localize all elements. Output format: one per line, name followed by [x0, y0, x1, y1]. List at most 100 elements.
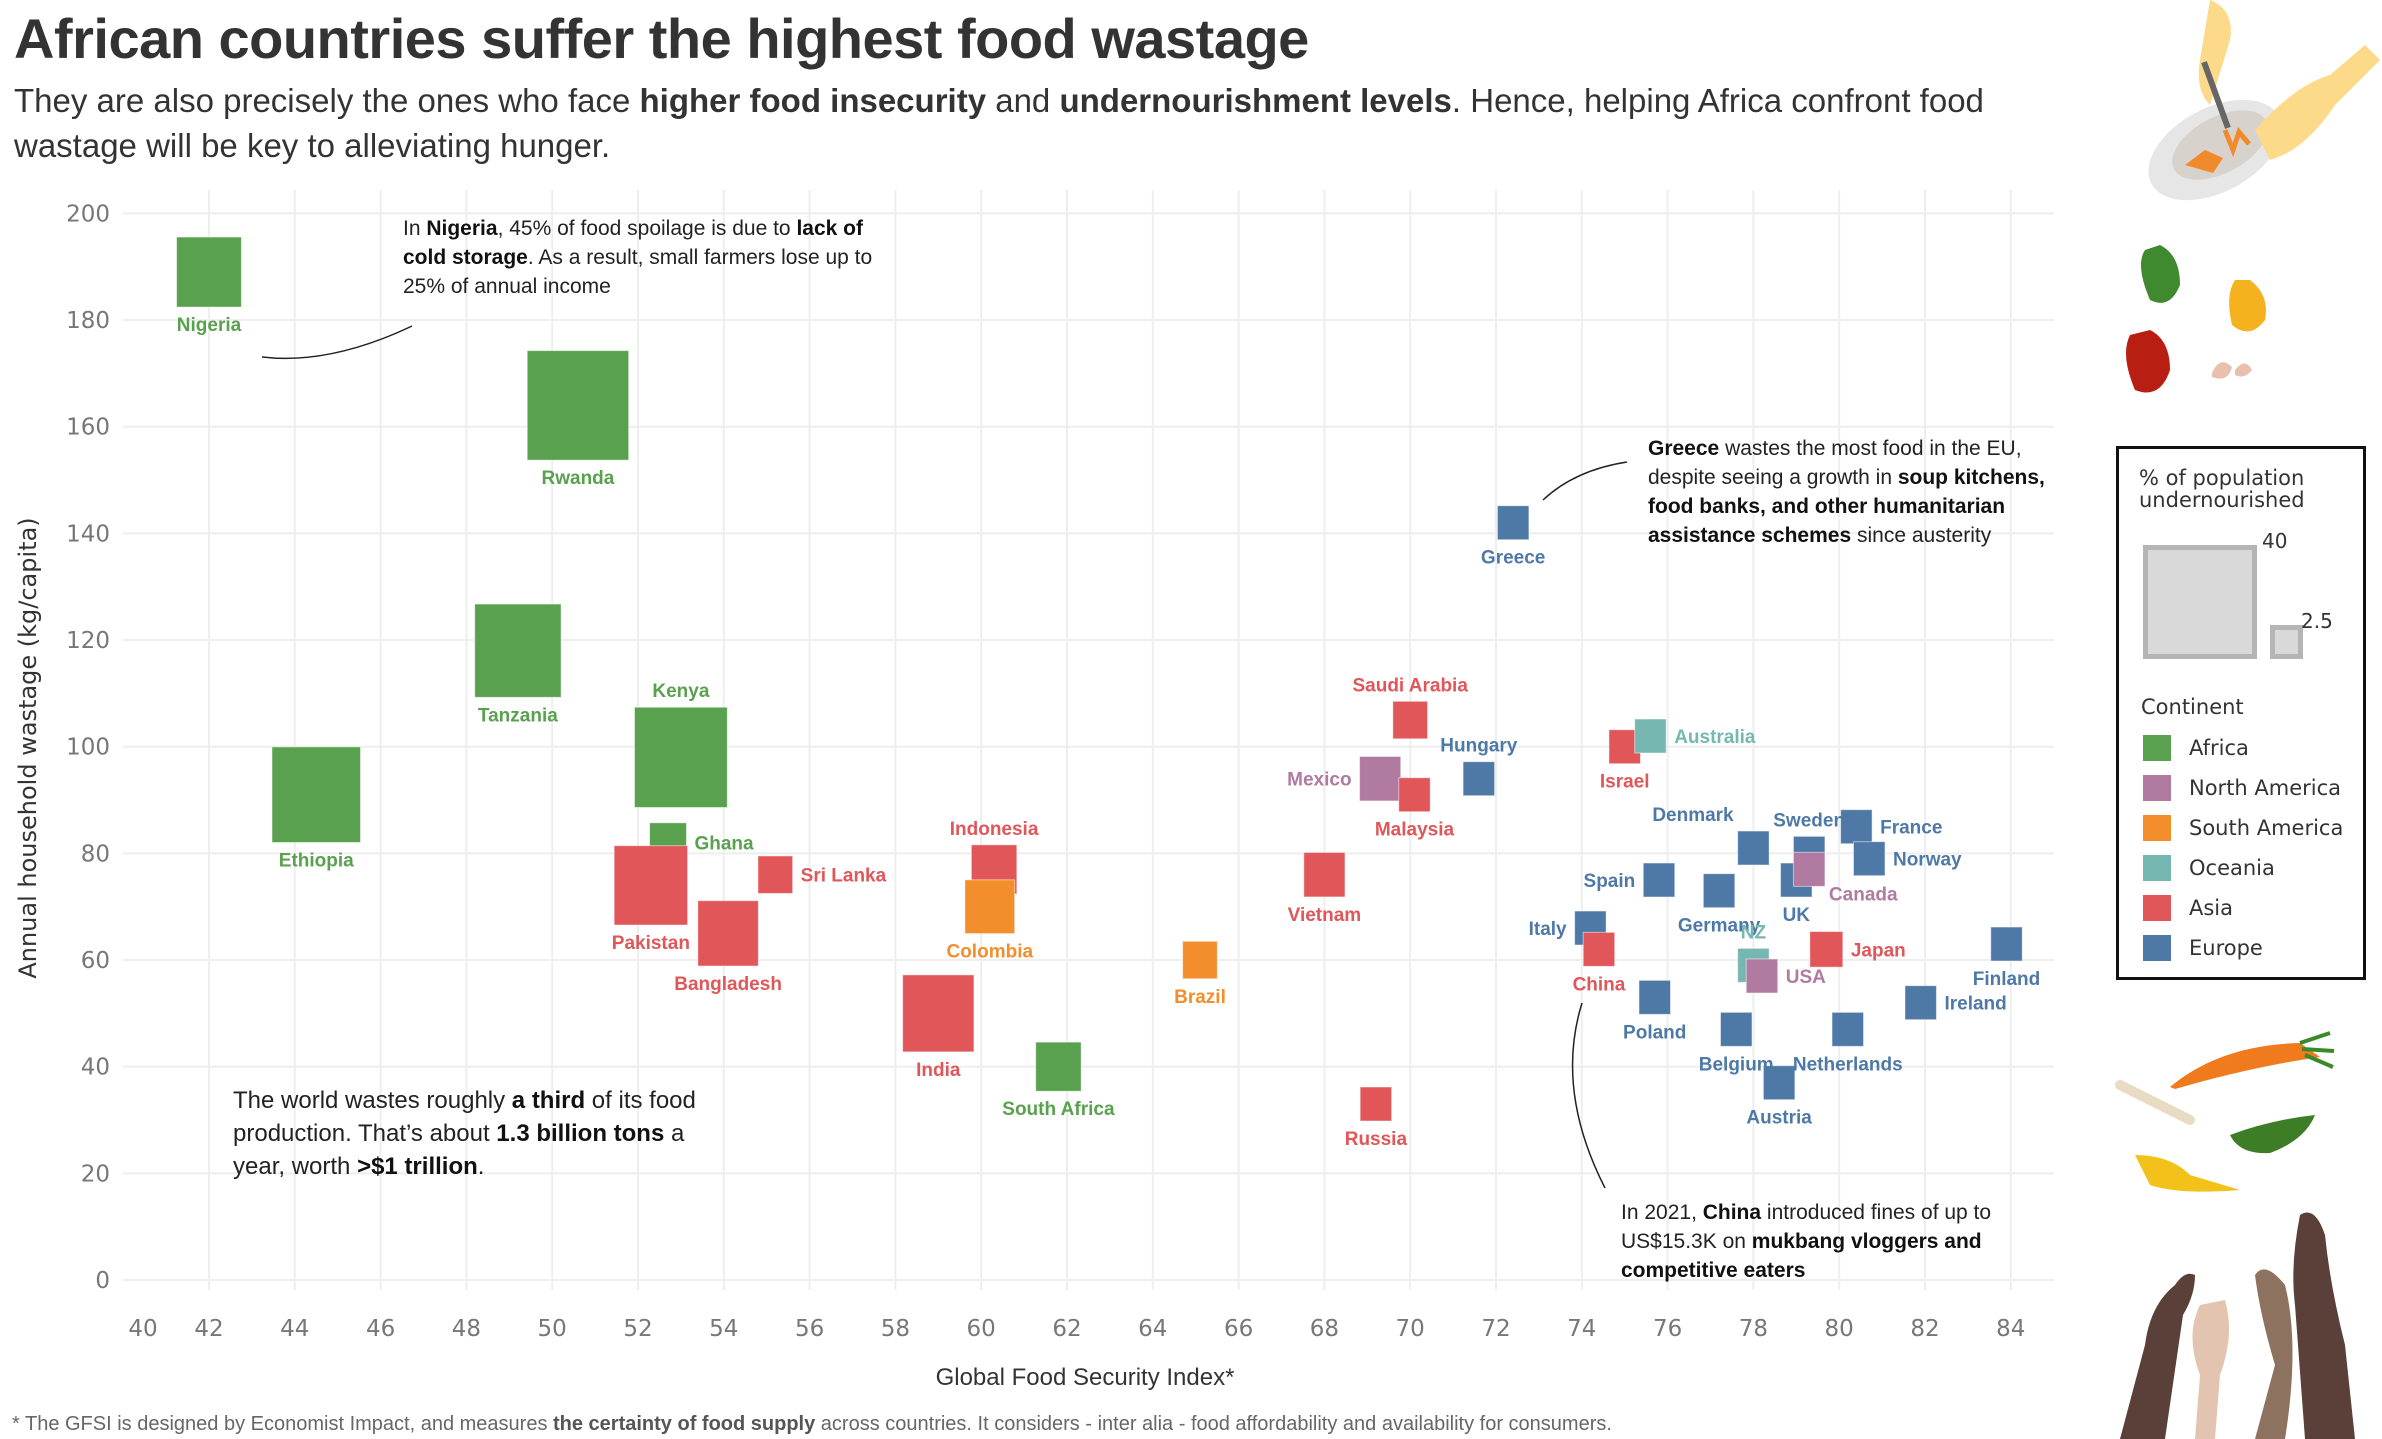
x-tick-label: 40 [128, 1316, 157, 1342]
text-run: . As a result, small farmers lose up to … [403, 246, 873, 298]
marker-malaysia [1398, 777, 1431, 813]
marker-bangladesh [697, 900, 759, 967]
x-tick-label: 58 [881, 1316, 910, 1342]
world-waste-annotation: The world wastes roughly a third of its … [233, 1084, 703, 1183]
nigeria-connector [261, 325, 413, 360]
x-tick-label: 74 [1567, 1316, 1596, 1342]
marker-nigeria [176, 236, 242, 308]
marker-spain [1642, 862, 1676, 898]
data-label: South Africa [1002, 1099, 1115, 1120]
data-label: Brazil [1174, 987, 1226, 1008]
rotten-peppers-illustration [2126, 245, 2266, 393]
marker-colombia [964, 879, 1016, 935]
data-label: Vietnam [1288, 905, 1362, 926]
marker-south-africa [1035, 1041, 1082, 1092]
legend-label: Africa [2189, 736, 2249, 760]
marker-usa [1745, 958, 1779, 994]
x-tick-label: 84 [1996, 1316, 2025, 1342]
text-run: Greece [1648, 437, 1720, 460]
text-run: Nigeria [426, 217, 498, 240]
gridlines [123, 190, 2054, 1290]
footnote: * The GFSI is designed by Economist Impa… [12, 1413, 1612, 1436]
data-label: Indonesia [950, 819, 1039, 840]
data-label: UK [1783, 905, 1811, 926]
data-label: Mexico [1287, 770, 1351, 791]
marker-sri-lanka [757, 855, 794, 894]
text-run: They are also precisely the ones who fac… [14, 82, 640, 119]
text-run: China [1702, 1201, 1762, 1224]
text-run: undernourishment levels [1059, 82, 1452, 119]
marker-india [902, 974, 975, 1053]
marker-russia [1359, 1086, 1393, 1122]
data-label: Kenya [652, 681, 709, 702]
data-label: Japan [1851, 940, 1906, 961]
x-tick-label: 78 [1739, 1316, 1768, 1342]
scatter-chart: 40 42 44 46 48 50 52 54 56 58 60 62 64 66 68 70 72 74 76 78… [14, 190, 2054, 1391]
text-run: wastes the most food in the EU, despite … [1648, 437, 2022, 489]
data-label: Colombia [946, 942, 1033, 963]
greece-connector [1542, 461, 1628, 501]
marker-brazil [1182, 940, 1218, 980]
legend-label: North America [2189, 776, 2342, 800]
annotation-connectors [261, 325, 1628, 1189]
text-run: a year, worth [233, 1120, 685, 1180]
legend-item-europe: Europe [2143, 934, 2263, 962]
text-run: mukbang vloggers and competitive eaters [1621, 1230, 1982, 1282]
data-label: Sri Lanka [801, 866, 887, 887]
data-label: Spain [1584, 871, 1636, 892]
marker-saudi-arabia [1392, 700, 1429, 740]
data-label: Malaysia [1375, 820, 1455, 841]
marker-kenya [633, 706, 728, 808]
marker-denmark [1737, 830, 1770, 866]
text-run: The world wastes roughly [233, 1087, 512, 1114]
data-marks [176, 236, 2023, 1122]
marker-canada [1792, 851, 1826, 887]
text-run: >$1 trillion [357, 1153, 478, 1180]
data-label: USA [1786, 967, 1826, 988]
y-axis-label: Annual household wastage (kg/capita) [14, 517, 42, 978]
marker-mexico [1359, 755, 1402, 802]
text-run: In [403, 217, 427, 240]
data-label: Saudi Arabia [1352, 675, 1468, 696]
marker-australia [1634, 718, 1667, 754]
y-tick-label: 60 [81, 948, 110, 974]
data-labels: Nigeria Rwanda Tanzania Kenya Ethiopia Ghana P… [177, 315, 2041, 1150]
x-tick-label: 66 [1224, 1316, 1253, 1342]
data-label: Australia [1674, 727, 1756, 748]
data-label: Austria [1746, 1108, 1812, 1129]
text-run: lack of cold storage [403, 217, 863, 269]
x-tick-label: 68 [1310, 1316, 1339, 1342]
text-run: higher food insecurity [639, 82, 987, 119]
marker-finland [1990, 926, 2023, 962]
legend-item-asia: Asia [2143, 894, 2233, 922]
nigeria-annotation: In Nigeria, 45% of food spoilage is due … [403, 214, 903, 301]
marker-tanzania [474, 603, 562, 698]
china-connector [1571, 1002, 1606, 1189]
size-legend-large-value: 40 [2262, 529, 2288, 553]
y-tick-label: 120 [66, 628, 110, 654]
y-tick-label: 0 [95, 1268, 110, 1294]
x-tick-label: 80 [1825, 1316, 1854, 1342]
x-tick-label: 46 [366, 1316, 395, 1342]
legend-item-south-america: South America [2143, 814, 2343, 842]
x-tick-label: 52 [623, 1316, 652, 1342]
text-run: since austerity [1851, 524, 1992, 547]
x-tick-label: 54 [709, 1316, 738, 1342]
size-legend-small-square [2270, 625, 2303, 659]
data-label: Belgium [1699, 1054, 1774, 1075]
marker-austria [1762, 1065, 1796, 1101]
marker-poland [1638, 979, 1671, 1015]
hands-scraping-plate-illustration [2148, 0, 2380, 201]
marker-greece [1496, 505, 1530, 541]
data-label: Greece [1481, 548, 1545, 569]
data-label: NZ [1741, 922, 1767, 943]
y-tick-label: 20 [81, 1161, 110, 1187]
legend-label: Asia [2189, 896, 2234, 920]
y-tick-label: 200 [66, 201, 110, 227]
data-label: Pakistan [612, 933, 690, 954]
legend-swatch [2143, 935, 2171, 961]
x-tick-label: 72 [1481, 1316, 1510, 1342]
legend: % of population undernourished 40 2.5 Co… [2116, 446, 2366, 980]
data-label: Tanzania [478, 705, 558, 726]
marker-ireland [1904, 985, 1937, 1021]
